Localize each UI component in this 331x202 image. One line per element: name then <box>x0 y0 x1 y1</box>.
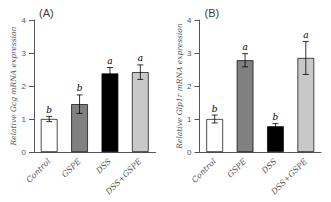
svg-text:1: 1 <box>22 115 27 124</box>
svg-text:3: 3 <box>22 49 27 58</box>
svg-text:GSPE: GSPE <box>60 157 83 180</box>
svg-text:4: 4 <box>22 16 27 25</box>
svg-text:3: 3 <box>187 49 192 58</box>
svg-text:DSS: DSS <box>94 156 114 176</box>
svg-text:DSS: DSS <box>259 156 279 176</box>
svg-text:b: b <box>273 112 279 122</box>
svg-text:a: a <box>242 42 247 52</box>
svg-text:1: 1 <box>187 115 192 124</box>
svg-text:Control: Control <box>24 157 52 185</box>
svg-text:4: 4 <box>187 16 192 25</box>
svg-text:DSS+GSPE: DSS+GSPE <box>269 157 309 197</box>
svg-text:GSPE: GSPE <box>226 157 249 180</box>
svg-text:DSS+GSPE: DSS+GSPE <box>103 157 143 197</box>
svg-text:b: b <box>46 105 52 115</box>
svg-text:Relative Gcg mRNA expression: Relative Gcg mRNA expression <box>9 26 18 146</box>
svg-text:b: b <box>77 83 83 93</box>
svg-text:a: a <box>138 53 143 63</box>
svg-text:2: 2 <box>22 82 27 91</box>
svg-text:2: 2 <box>187 82 192 91</box>
svg-text:(A): (A) <box>39 7 54 19</box>
svg-text:0: 0 <box>187 148 192 157</box>
svg-text:a: a <box>107 56 112 66</box>
svg-text:0: 0 <box>22 148 27 157</box>
svg-text:a: a <box>303 30 308 40</box>
svg-text:b: b <box>212 104 218 114</box>
svg-text:Control: Control <box>190 157 218 185</box>
svg-text:(B): (B) <box>205 7 220 19</box>
svg-text:Relative Glp1r mRNA expression: Relative Glp1r mRNA expression <box>175 23 184 150</box>
